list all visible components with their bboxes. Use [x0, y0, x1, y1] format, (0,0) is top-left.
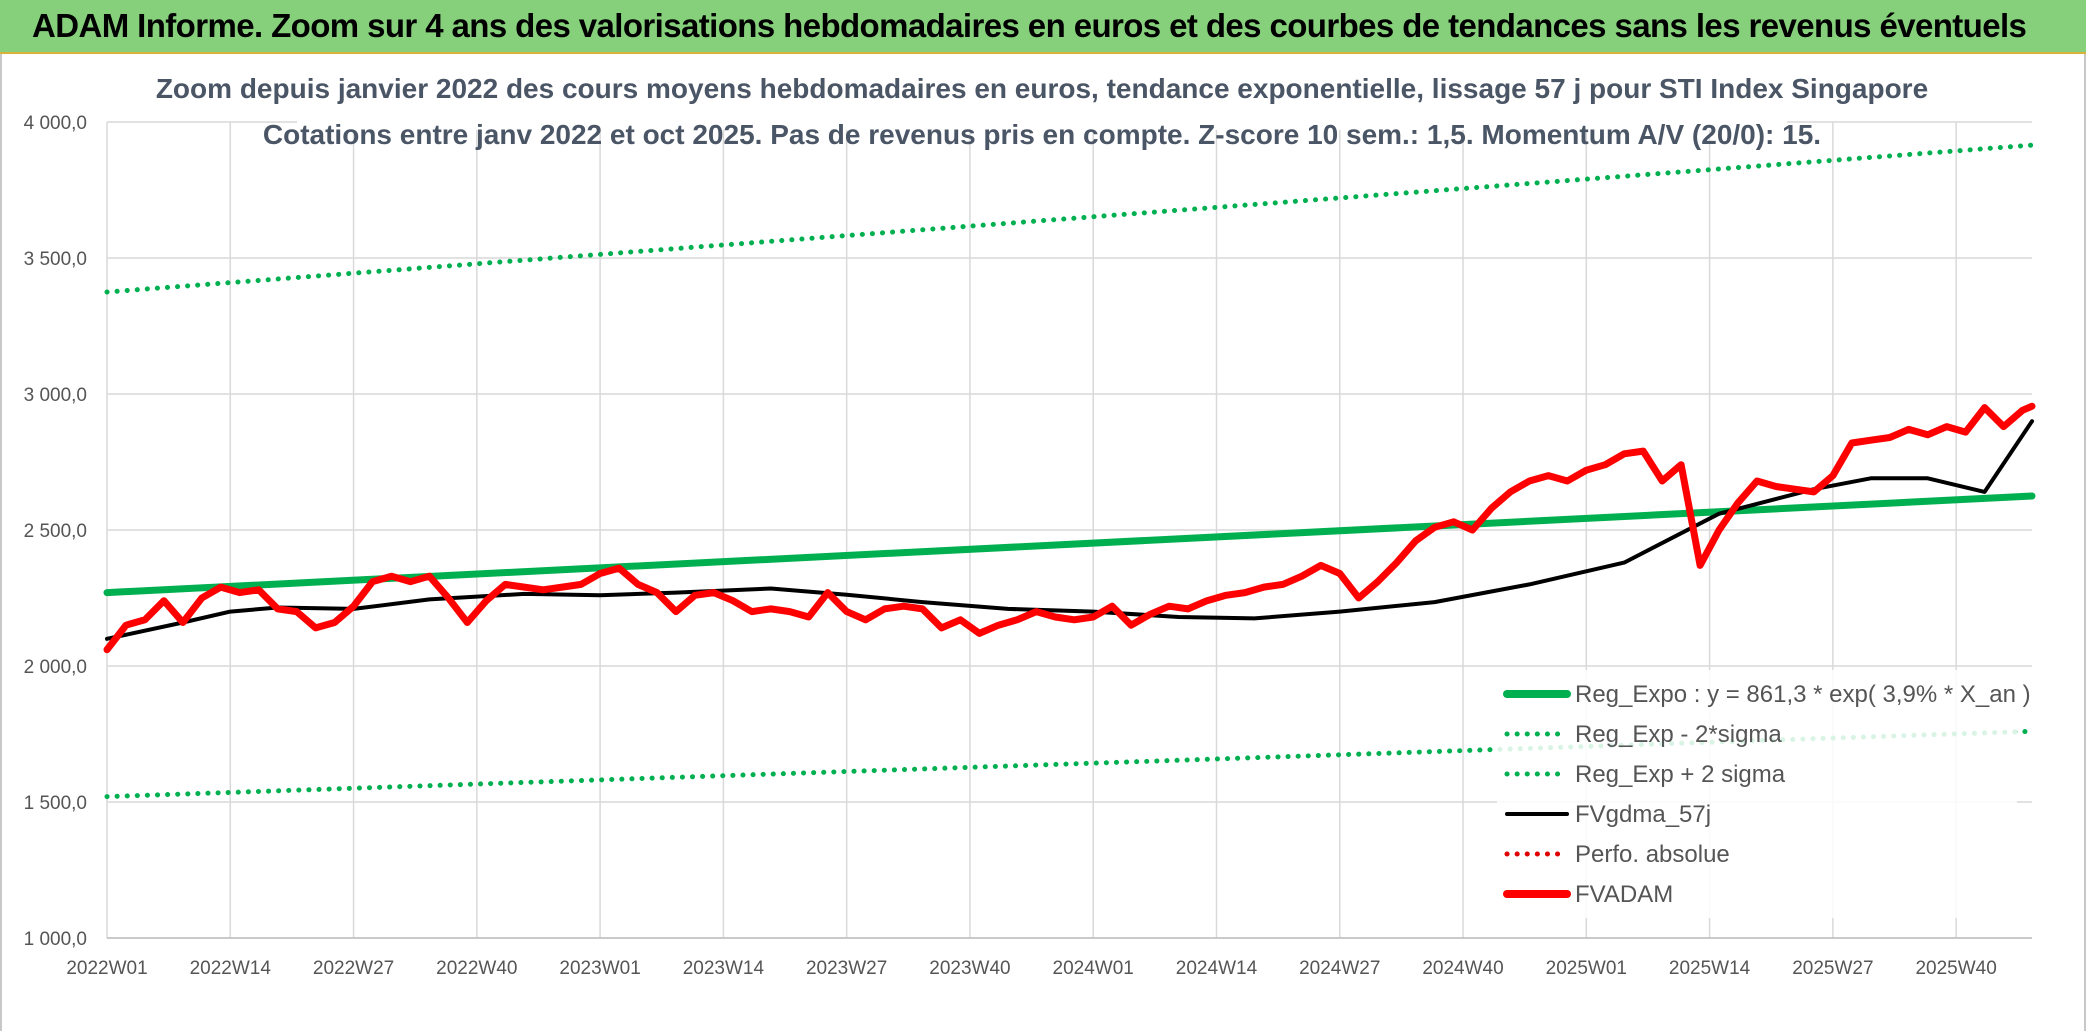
legend-label: FVgdma_57j: [1575, 801, 1711, 828]
series-line-reg-exp-2-sigma: [104, 142, 2035, 295]
x-tick-label: 2023W01: [559, 958, 640, 979]
x-tick-label: 2025W01: [1546, 958, 1627, 979]
y-tick-label: 4 000,0: [24, 113, 87, 134]
y-tick-label: 1 500,0: [24, 793, 87, 814]
x-tick-label: 2022W27: [313, 958, 394, 979]
x-tick-label: 2025W40: [1915, 958, 1996, 979]
legend-background: [1497, 670, 2017, 918]
legend-label: Reg_Expo : y = 861,3 * exp( 3,9% * X_an …: [1575, 681, 2031, 708]
series-line-fvgdma-57j: [105, 419, 2034, 641]
legend: Reg_Expo : y = 861,3 * exp( 3,9% * X_an …: [1497, 670, 2031, 918]
y-tick-label: 2 000,0: [24, 657, 87, 678]
legend-label: Reg_Exp + 2 sigma: [1575, 761, 1786, 788]
x-tick-label: 2025W27: [1792, 958, 1873, 979]
chart-subtitle: Cotations entre janv 2022 et oct 2025. P…: [263, 119, 1821, 150]
series-line-fvadam: [103, 402, 2036, 654]
x-tick-label: 2022W40: [436, 958, 517, 979]
y-tick-label: 1 000,0: [24, 929, 87, 950]
legend-label: Reg_Exp - 2*sigma: [1575, 721, 1782, 748]
x-tick-label: 2022W14: [190, 958, 272, 979]
banner-title: ADAM Informe. Zoom sur 4 ans des valoris…: [32, 7, 2027, 44]
legend-label: FVADAM: [1575, 881, 1673, 908]
x-tick-label: 2024W40: [1422, 958, 1503, 979]
chart-title: Zoom depuis janvier 2022 des cours moyen…: [156, 73, 1928, 104]
x-tick-label: 2024W27: [1299, 958, 1380, 979]
y-tick-label: 3 500,0: [24, 249, 87, 270]
x-tick-label: 2023W14: [683, 958, 765, 979]
x-tick-label: 2025W14: [1669, 958, 1751, 979]
x-tick-label: 2023W27: [806, 958, 887, 979]
x-tick-label: 2024W01: [1053, 958, 1134, 979]
y-tick-label: 3 000,0: [24, 385, 87, 406]
chart: 1 000,0 1 500,0 2 000,0 2 500,0 3 000,0 3 500…: [24, 56, 2036, 979]
x-tick-label: 2023W40: [929, 958, 1010, 979]
title-banner: ADAM Informe. Zoom sur 4 ans des valoris…: [0, 0, 2086, 54]
legend-label: Perfo. absolue: [1575, 841, 1730, 868]
x-tick-label: 2022W01: [66, 958, 147, 979]
chart-frame: 1 000,0 1 500,0 2 000,0 2 500,0 3 000,0 3 500…: [0, 54, 2086, 1031]
y-tick-label: 2 500,0: [24, 521, 87, 542]
x-tick-label: 2024W14: [1176, 958, 1258, 979]
